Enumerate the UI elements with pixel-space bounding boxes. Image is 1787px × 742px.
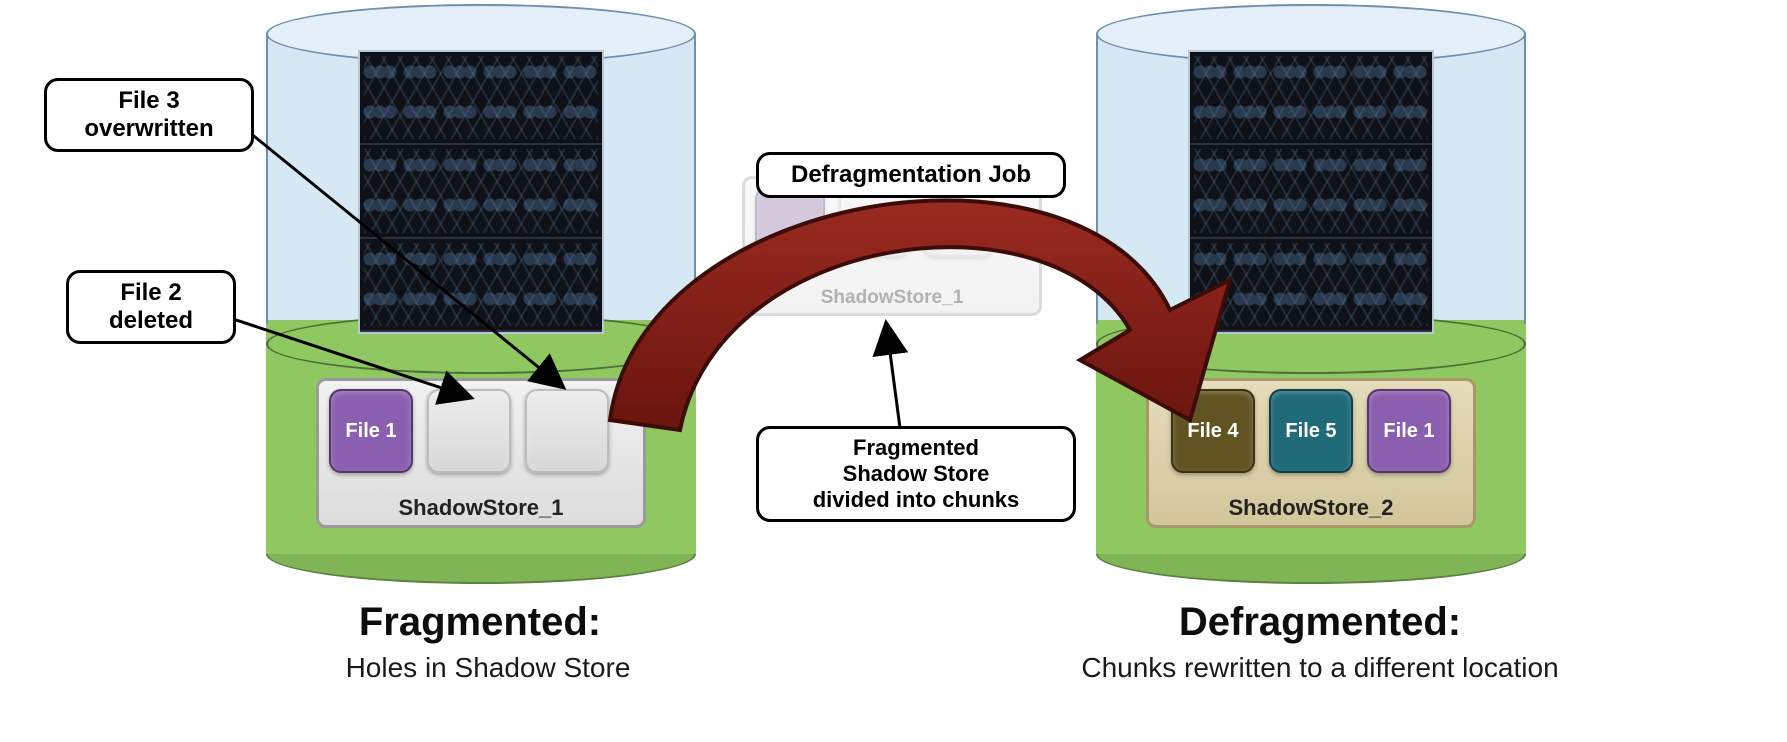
file-block-1: File 1: [1367, 389, 1451, 473]
callout-line: Shadow Store: [777, 461, 1055, 487]
rack-unit: [360, 145, 602, 238]
callout-defrag-job: Defragmentation Job: [756, 152, 1066, 198]
shadow-store-2: File 4 File 5 File 1 ShadowStore_2: [1146, 378, 1476, 528]
rack-unit: [1190, 145, 1432, 238]
callout-file2-deleted: File 2 deleted: [66, 270, 236, 344]
rack-unit: [360, 52, 602, 145]
right-caption-title: Defragmented:: [1140, 600, 1500, 645]
file-label: File 1: [1383, 420, 1434, 443]
left-storage-cylinder: File 1 ShadowStore_1: [266, 4, 696, 584]
server-rack-icon: [1188, 50, 1434, 334]
server-rack-icon: [358, 50, 604, 334]
left-caption-sub: Holes in Shadow Store: [288, 652, 688, 684]
callout-line: File 3: [65, 87, 233, 115]
file-block-5: File 5: [1269, 389, 1353, 473]
file-block-4: File 4: [1171, 389, 1255, 473]
empty-file-slot: [525, 389, 609, 473]
callout-fragmented-chunks: Fragmented Shadow Store divided into chu…: [756, 426, 1076, 522]
callout-line: divided into chunks: [777, 487, 1055, 513]
empty-file-slot: [427, 389, 511, 473]
callout-line: overwritten: [65, 115, 233, 143]
file-slots: [755, 187, 1029, 285]
left-caption-title: Fragmented:: [330, 600, 630, 645]
callout-line: deleted: [87, 307, 215, 335]
right-caption-sub: Chunks rewritten to a different location: [1000, 652, 1640, 684]
callout-line: File 2: [87, 279, 215, 307]
rack-unit: [360, 239, 602, 332]
store-name-label: ShadowStore_1: [821, 287, 964, 309]
callout-text: Defragmentation Job: [791, 161, 1031, 188]
callout-line: Fragmented: [777, 435, 1055, 461]
file-block-1: File 1: [329, 389, 413, 473]
file-label: File 4: [1187, 420, 1238, 443]
file-slots: File 4 File 5 File 1: [1159, 389, 1463, 493]
file-label: File 1: [345, 420, 396, 443]
diagram-stage: File 1 ShadowStore_1 File 4 Fi: [0, 0, 1787, 742]
right-storage-cylinder: File 4 File 5 File 1 ShadowStore_2: [1096, 4, 1526, 584]
shadow-store-1: File 1 ShadowStore_1: [316, 378, 646, 528]
store-name-label: ShadowStore_1: [398, 495, 563, 521]
file-slots: File 1: [329, 389, 633, 493]
store-name-label: ShadowStore_2: [1228, 495, 1393, 521]
file-label: File 5: [1285, 420, 1336, 443]
callout-file3-overwritten: File 3 overwritten: [44, 78, 254, 152]
rack-unit: [1190, 239, 1432, 332]
rack-unit: [1190, 52, 1432, 145]
